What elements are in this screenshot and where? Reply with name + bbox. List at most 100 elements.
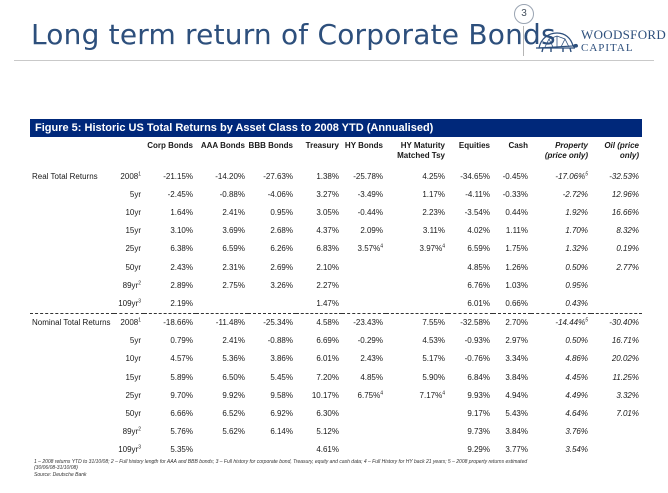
value-text: 2.41% xyxy=(222,336,245,346)
column-header-line: Cash xyxy=(508,141,528,150)
title-rule xyxy=(14,60,654,61)
value-cell xyxy=(342,258,386,276)
value-cell: -0.33% xyxy=(493,185,531,203)
logo-divider xyxy=(523,26,524,56)
column-header: Oil (price only) xyxy=(591,137,642,167)
period-label: 50yr xyxy=(125,262,141,272)
value-cell: 5.76% xyxy=(144,423,196,441)
value-cell: 1.70% xyxy=(531,222,591,240)
period-cell: 10yr xyxy=(114,203,144,221)
value-text: 1.17% xyxy=(422,189,445,199)
value-cell: -3.54% xyxy=(448,203,493,221)
value-cell: -0.88% xyxy=(248,332,296,350)
value-text: 3.26% xyxy=(270,280,293,290)
value-text: 6.26% xyxy=(270,244,293,254)
value-cell: 3.05% xyxy=(296,203,342,221)
column-header-line: HY Bonds xyxy=(344,141,383,150)
value-text: 11.25% xyxy=(612,372,639,382)
column-header: HY Bonds xyxy=(342,137,386,167)
value-text: -14.44% xyxy=(555,318,586,328)
value-text: 4.53% xyxy=(422,336,445,346)
value-cell: 2.43% xyxy=(342,350,386,368)
value-cell: -0.44% xyxy=(342,203,386,221)
value-text: -3.54% xyxy=(464,207,490,217)
value-cell: -2.72% xyxy=(531,185,591,203)
value-text: 9.17% xyxy=(467,409,490,419)
logo-line1: WOODSFORD xyxy=(581,27,667,42)
column-header: Treasury xyxy=(296,137,342,167)
value-cell: 4.45% xyxy=(531,368,591,386)
value-cell: 2.27% xyxy=(296,276,342,294)
value-text: 4.37% xyxy=(316,226,339,236)
logo-line2: CAPITAL xyxy=(581,42,634,54)
value-text: 2.23% xyxy=(422,207,445,217)
column-header: Cash xyxy=(493,137,531,167)
value-text: 1.32% xyxy=(565,244,588,254)
value-text: -0.29% xyxy=(357,336,383,346)
value-text: 5.90% xyxy=(422,372,445,382)
value-cell: 16.66% xyxy=(591,203,642,221)
period-label: 15yr xyxy=(125,372,141,382)
value-cell: 2.10% xyxy=(296,258,342,276)
value-cell: 4.64% xyxy=(531,404,591,422)
value-cell xyxy=(591,276,642,294)
group-spacer xyxy=(30,240,114,258)
value-footnote-marker: 4 xyxy=(380,243,383,250)
value-cell xyxy=(386,294,448,313)
value-cell: 7.17%4 xyxy=(386,386,448,404)
value-cell: 0.43% xyxy=(531,294,591,313)
value-text: 1.11% xyxy=(505,226,528,236)
value-text: 2.31% xyxy=(222,262,245,272)
value-text: -25.78% xyxy=(353,171,383,181)
value-cell: 3.76% xyxy=(531,423,591,441)
period-cell: 25yr xyxy=(114,386,144,404)
period-footnote-marker: 2 xyxy=(138,280,141,287)
value-text: 4.85% xyxy=(360,372,383,382)
value-cell: 5.35% xyxy=(144,441,196,459)
value-text: -32.53% xyxy=(609,171,639,181)
value-text: 2.77% xyxy=(616,262,639,272)
value-text: 6.59% xyxy=(467,244,490,254)
value-cell: 7.01% xyxy=(591,404,642,422)
value-text: 4.02% xyxy=(467,226,490,236)
period-label: 10yr xyxy=(125,354,141,364)
value-text: 4.58% xyxy=(316,318,339,328)
period-cell: 5yr xyxy=(114,332,144,350)
table-row: 109yr3 2.19% 1.47% 6.01% 0.66% 0.43% xyxy=(30,294,642,313)
value-cell: 2.09% xyxy=(342,222,386,240)
value-cell: 1.47% xyxy=(296,294,342,313)
value-text: 0.50% xyxy=(565,336,588,346)
value-text: 6.83% xyxy=(316,244,339,254)
table-row: 89yr2 5.76% 5.62% 6.14% 5.12% 9.73% 3.84% 3.76% xyxy=(30,423,642,441)
value-cell: 7.20% xyxy=(296,368,342,386)
value-cell: 1.75% xyxy=(493,240,531,258)
value-text: 3.86% xyxy=(270,354,293,364)
group-label: Real Total Returns xyxy=(32,171,98,181)
value-cell: -34.65% xyxy=(448,167,493,185)
table-row: 5yr 0.79% 2.41% -0.88% 6.69% -0.29% 4.53% -0.93… xyxy=(30,332,642,350)
value-cell: -18.66% xyxy=(144,312,196,332)
value-text: 4.61% xyxy=(316,445,339,455)
value-cell: 1.11% xyxy=(493,222,531,240)
value-cell: 1.26% xyxy=(493,258,531,276)
value-text: 6.38% xyxy=(170,244,193,254)
value-text: 4.57% xyxy=(170,354,193,364)
value-text: 2.68% xyxy=(270,226,293,236)
column-header-line: Oil (price xyxy=(604,141,639,150)
value-cell: -2.45% xyxy=(144,185,196,203)
value-cell: 0.95% xyxy=(531,276,591,294)
value-cell: 0.19% xyxy=(591,240,642,258)
value-cell xyxy=(248,294,296,313)
group-spacer xyxy=(30,423,114,441)
value-cell: 3.26% xyxy=(248,276,296,294)
value-text: 6.59% xyxy=(222,244,245,254)
value-text: 4.64% xyxy=(565,409,588,419)
value-text: 0.19% xyxy=(616,244,639,254)
value-text: 2.19% xyxy=(170,298,193,308)
value-cell: -0.76% xyxy=(448,350,493,368)
value-cell: -17.06%5 xyxy=(531,167,591,185)
value-cell xyxy=(386,404,448,422)
value-cell: -32.53% xyxy=(591,167,642,185)
value-cell: 0.44% xyxy=(493,203,531,221)
period-label: 89yr xyxy=(122,427,139,437)
